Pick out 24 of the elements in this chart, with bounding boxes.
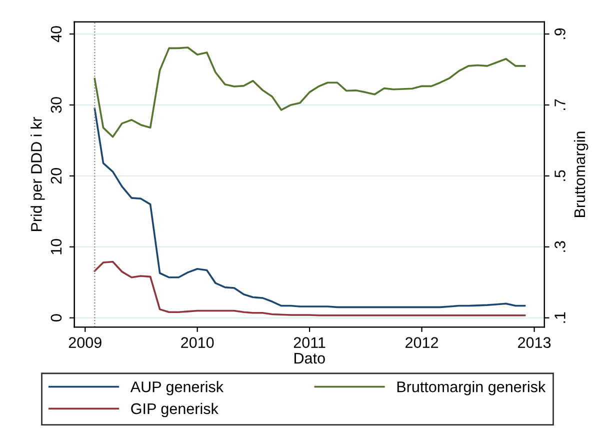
- y-tick-label: 40: [50, 26, 62, 42]
- legend-label: AUP generisk: [130, 381, 224, 396]
- y2-tick-label: .1: [554, 312, 566, 323]
- x-tick-label: 2010: [181, 337, 214, 348]
- x-tick-label: 2013: [518, 337, 551, 348]
- y-tick-label: 0: [50, 314, 62, 322]
- line-series: [94, 260, 526, 316]
- x-tick-label: 2011: [294, 337, 326, 348]
- x-tick-label: 2012: [406, 337, 438, 348]
- y-tick-label: 30: [50, 97, 62, 113]
- x-tick-label: 2009: [68, 337, 102, 348]
- y2-tick-label: .5: [554, 170, 566, 181]
- y-axis-title: Prid per DDD i kr: [30, 117, 45, 231]
- x-axis-title: Dato: [294, 352, 325, 364]
- y2-tick-label: .9: [554, 28, 566, 39]
- y-tick-label: 10: [50, 238, 62, 254]
- line-series: [94, 46, 526, 138]
- line-series: [94, 108, 526, 308]
- legend-label: Bruttomargin generisk: [397, 381, 546, 396]
- y-tick-label: 20: [50, 168, 62, 184]
- y2-tick-label: .7: [554, 99, 566, 110]
- y2-axis-title: Bruttomargin: [574, 132, 588, 217]
- y2-tick-label: .3: [554, 241, 566, 252]
- legend-label: GIP generisk: [131, 402, 218, 418]
